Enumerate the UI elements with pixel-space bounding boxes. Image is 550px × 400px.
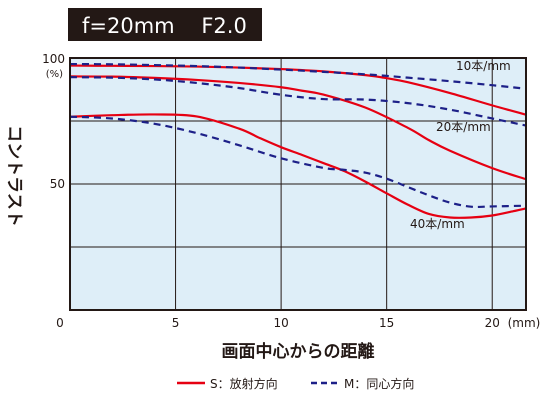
x-tick-label-10: 10 (273, 316, 288, 330)
x-tick-label-20: 20 (485, 316, 500, 330)
x-tick-label-15: 15 (379, 316, 394, 330)
series-line-m-5 (69, 115, 527, 209)
x-unit-label: (mm) (508, 316, 541, 330)
legend-dashed-label: M：同心方向 (344, 376, 414, 391)
y-unit-label: (%) (46, 69, 63, 80)
annotation-20-lines: 20本/mm (436, 120, 491, 134)
y-tick-label-100: 100 (42, 52, 65, 66)
series-line-m-3 (69, 76, 527, 127)
annotation-10-lines: 10本/mm (456, 59, 511, 73)
y-axis-title: コントラスト (4, 125, 24, 227)
x-tick-labels: 0 5 10 15 20 (56, 316, 500, 330)
x-axis-title: 画面中心からの距離 (222, 341, 375, 362)
x-tick-label-0: 0 (56, 316, 64, 330)
x-tick-label-5: 5 (172, 316, 180, 330)
legend-solid-label: S：放射方向 (210, 376, 278, 391)
chart-title: f=20mm F2.0 (82, 14, 247, 38)
title-box (68, 8, 262, 41)
series-group (69, 62, 527, 219)
series-line-s-2 (69, 75, 527, 181)
annotation-40-lines: 40本/mm (410, 217, 465, 231)
plot-frame (69, 57, 527, 311)
series-line-s-4 (69, 113, 527, 219)
series-line-m-1 (69, 62, 527, 90)
y-tick-label-50: 50 (50, 177, 65, 191)
